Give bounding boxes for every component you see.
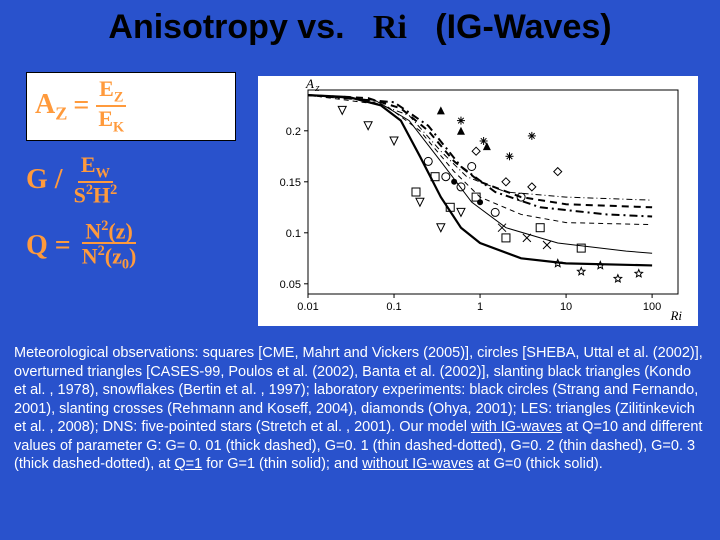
eq-q: Q = N2(z) N2(z0) xyxy=(26,213,236,279)
chart-svg: 0.05 0.1 0.15 0.2 0.01 0.1 1 10 100 AZ Ri xyxy=(258,76,698,326)
svg-text:Ri: Ri xyxy=(669,308,682,323)
eq-az-box: AZ = EZ EK xyxy=(26,72,236,141)
svg-text:Z: Z xyxy=(315,84,320,93)
title-right: (IG-Waves) xyxy=(435,8,611,46)
title-ri: Ri xyxy=(373,9,407,46)
svg-text:A: A xyxy=(305,76,314,91)
svg-text:0.01: 0.01 xyxy=(297,301,318,313)
svg-text:0.1: 0.1 xyxy=(286,228,301,240)
eq-az: AZ = EZ EK xyxy=(35,77,227,136)
svg-text:0.1: 0.1 xyxy=(386,301,401,313)
slide-title: Anisotropy vs. Ri (IG-Waves) xyxy=(0,8,720,47)
slide-root: Anisotropy vs. Ri (IG-Waves) AZ = EZ EK … xyxy=(0,0,720,540)
svg-text:0.2: 0.2 xyxy=(286,126,301,138)
title-left: Anisotropy vs. xyxy=(108,8,344,46)
caption-text: Meteorological observations: squares [CM… xyxy=(14,344,706,474)
eq-g: G / EW S2H2 xyxy=(26,147,236,213)
equations-block: AZ = EZ EK G / EW S2H2 Q = N2(z) N2(z0) xyxy=(26,72,236,279)
svg-text:0.05: 0.05 xyxy=(280,279,301,291)
chart-container: 0.05 0.1 0.15 0.2 0.01 0.1 1 10 100 AZ Ri xyxy=(258,76,698,326)
svg-text:100: 100 xyxy=(643,301,661,313)
svg-text:1: 1 xyxy=(477,301,483,313)
svg-text:0.15: 0.15 xyxy=(280,177,301,189)
svg-text:10: 10 xyxy=(560,301,572,313)
